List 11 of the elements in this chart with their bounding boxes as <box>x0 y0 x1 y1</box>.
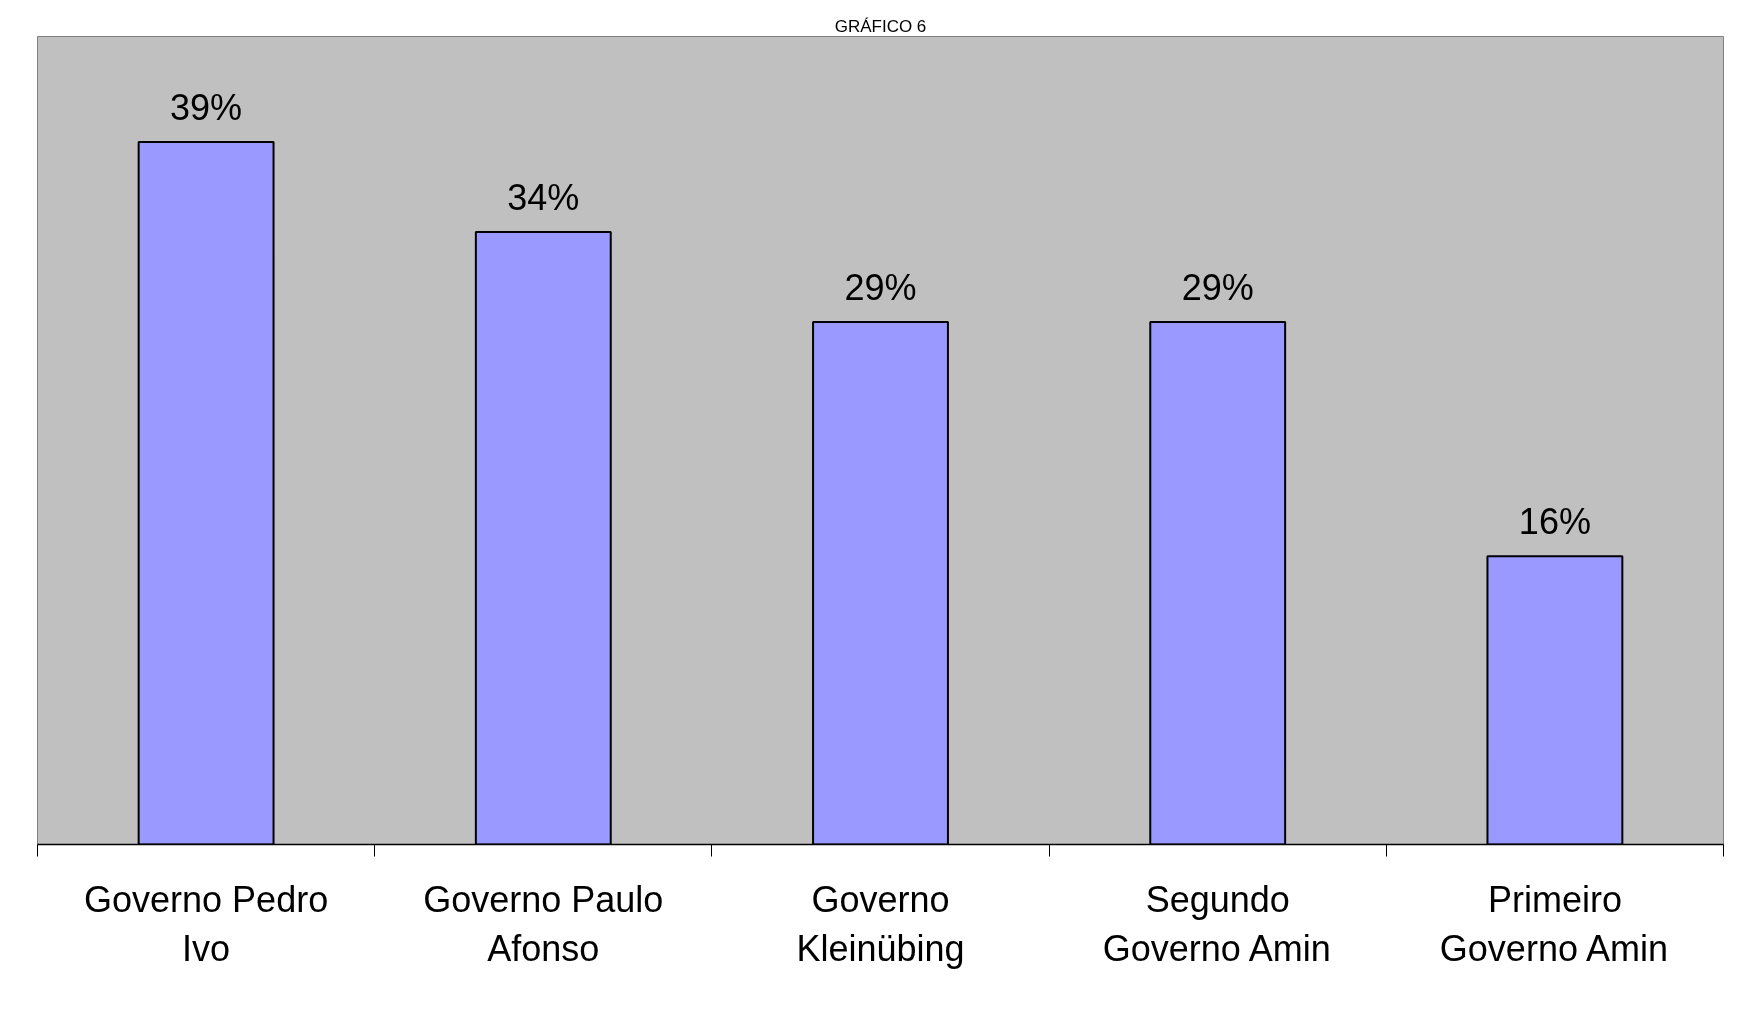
chart-title: GRÁFICO 6 <box>834 16 927 36</box>
x-tick-label: Segundo Governo Amin <box>1102 878 1331 969</box>
x-tick-label: Governo Kleinübing <box>796 878 965 969</box>
x-tick-label: Primeiro Governo Amin <box>1439 878 1668 969</box>
data-label: 29% <box>1181 267 1254 309</box>
data-label: 16% <box>1518 501 1591 543</box>
data-label: 29% <box>844 267 917 309</box>
data-label: 39% <box>170 86 243 128</box>
x-tick-label: Governo Paulo Afonso <box>423 878 664 969</box>
x-tick-label: Governo Pedro Ivo <box>84 878 329 969</box>
data-label: 34% <box>507 176 580 218</box>
